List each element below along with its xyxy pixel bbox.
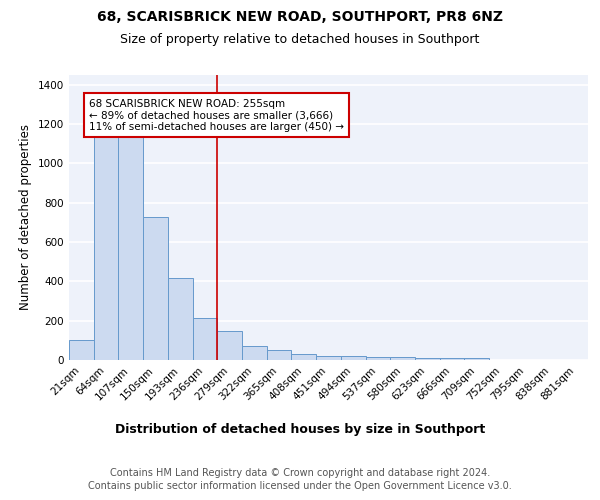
- Bar: [118, 134, 143, 360]
- Text: Distribution of detached houses by size in Southport: Distribution of detached houses by size …: [115, 422, 485, 436]
- Bar: [217, 330, 242, 360]
- Bar: [267, 350, 292, 360]
- Bar: [292, 354, 316, 360]
- Text: 68 SCARISBRICK NEW ROAD: 255sqm
← 89% of detached houses are smaller (3,666)
11%: 68 SCARISBRICK NEW ROAD: 255sqm ← 89% of…: [89, 98, 344, 132]
- Bar: [193, 318, 217, 360]
- Bar: [69, 340, 94, 360]
- Y-axis label: Number of detached properties: Number of detached properties: [19, 124, 32, 310]
- Text: Contains HM Land Registry data © Crown copyright and database right 2024.: Contains HM Land Registry data © Crown c…: [110, 468, 490, 477]
- Bar: [415, 358, 440, 360]
- Text: Size of property relative to detached houses in Southport: Size of property relative to detached ho…: [121, 32, 479, 46]
- Bar: [168, 278, 193, 360]
- Bar: [390, 357, 415, 360]
- Bar: [464, 358, 489, 360]
- Bar: [365, 357, 390, 360]
- Bar: [440, 358, 464, 360]
- Bar: [94, 134, 118, 360]
- Bar: [242, 346, 267, 360]
- Bar: [341, 356, 365, 360]
- Text: Contains public sector information licensed under the Open Government Licence v3: Contains public sector information licen…: [88, 481, 512, 491]
- Bar: [316, 356, 341, 360]
- Text: 68, SCARISBRICK NEW ROAD, SOUTHPORT, PR8 6NZ: 68, SCARISBRICK NEW ROAD, SOUTHPORT, PR8…: [97, 10, 503, 24]
- Bar: [143, 216, 168, 360]
